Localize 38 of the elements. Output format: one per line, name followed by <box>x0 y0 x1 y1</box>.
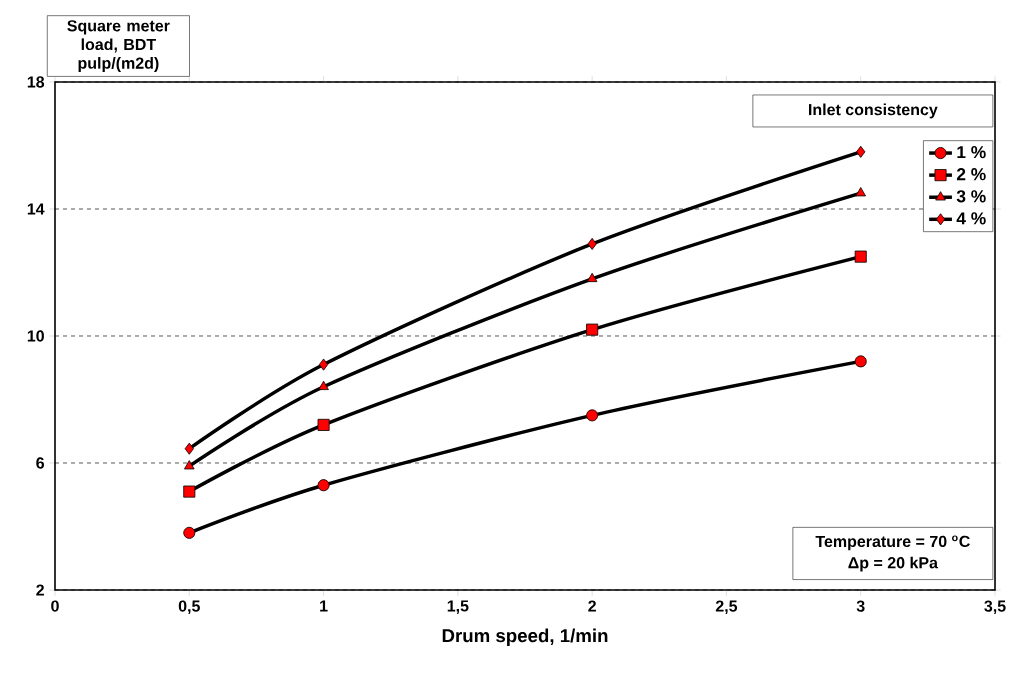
point <box>317 479 330 492</box>
legend-label: 3 % <box>956 190 986 203</box>
legend-label: 2 % <box>956 168 986 181</box>
point <box>184 442 194 455</box>
x-tick-label: 1 <box>320 600 328 612</box>
point <box>587 237 597 250</box>
point <box>586 323 599 336</box>
point <box>184 460 195 470</box>
point <box>183 526 196 539</box>
x-tick-label: 1,5 <box>447 600 469 614</box>
point <box>183 485 196 498</box>
x-tick-label: 0 <box>51 600 59 612</box>
point <box>854 355 867 368</box>
x-tick-label: 3,5 <box>984 600 1006 615</box>
y-tick-label: 10 <box>27 330 44 342</box>
point <box>317 418 330 431</box>
point <box>318 380 329 390</box>
y-axis-title: Square meter load, BDT pulp/(m2d) <box>67 20 170 72</box>
y-tick-label: 14 <box>27 203 45 215</box>
legend-label: 4 % <box>956 212 986 225</box>
y-tick-label: 6 <box>36 457 45 469</box>
legend-label: 1 % <box>957 146 986 159</box>
x-tick-label: 2,5 <box>715 600 738 615</box>
x-tick-label: 0,5 <box>178 600 200 615</box>
annotation: Temperature = 70 $^{o}$C <box>815 535 970 551</box>
y-tick-label: 2 <box>36 584 44 596</box>
point <box>854 250 867 263</box>
x-axis-title: Drum speed, 1/min <box>442 628 608 646</box>
point <box>586 409 599 422</box>
annotation: Δp = 20 kPa <box>848 556 939 572</box>
x-tick-label: 2 <box>588 600 596 612</box>
point <box>586 272 598 283</box>
legend-title: Inlet consistency <box>809 103 938 119</box>
point <box>855 187 866 197</box>
point <box>318 358 329 371</box>
x-tick-label: 3 <box>856 600 865 612</box>
y-tick-label: 18 <box>27 76 45 88</box>
point <box>856 145 866 158</box>
